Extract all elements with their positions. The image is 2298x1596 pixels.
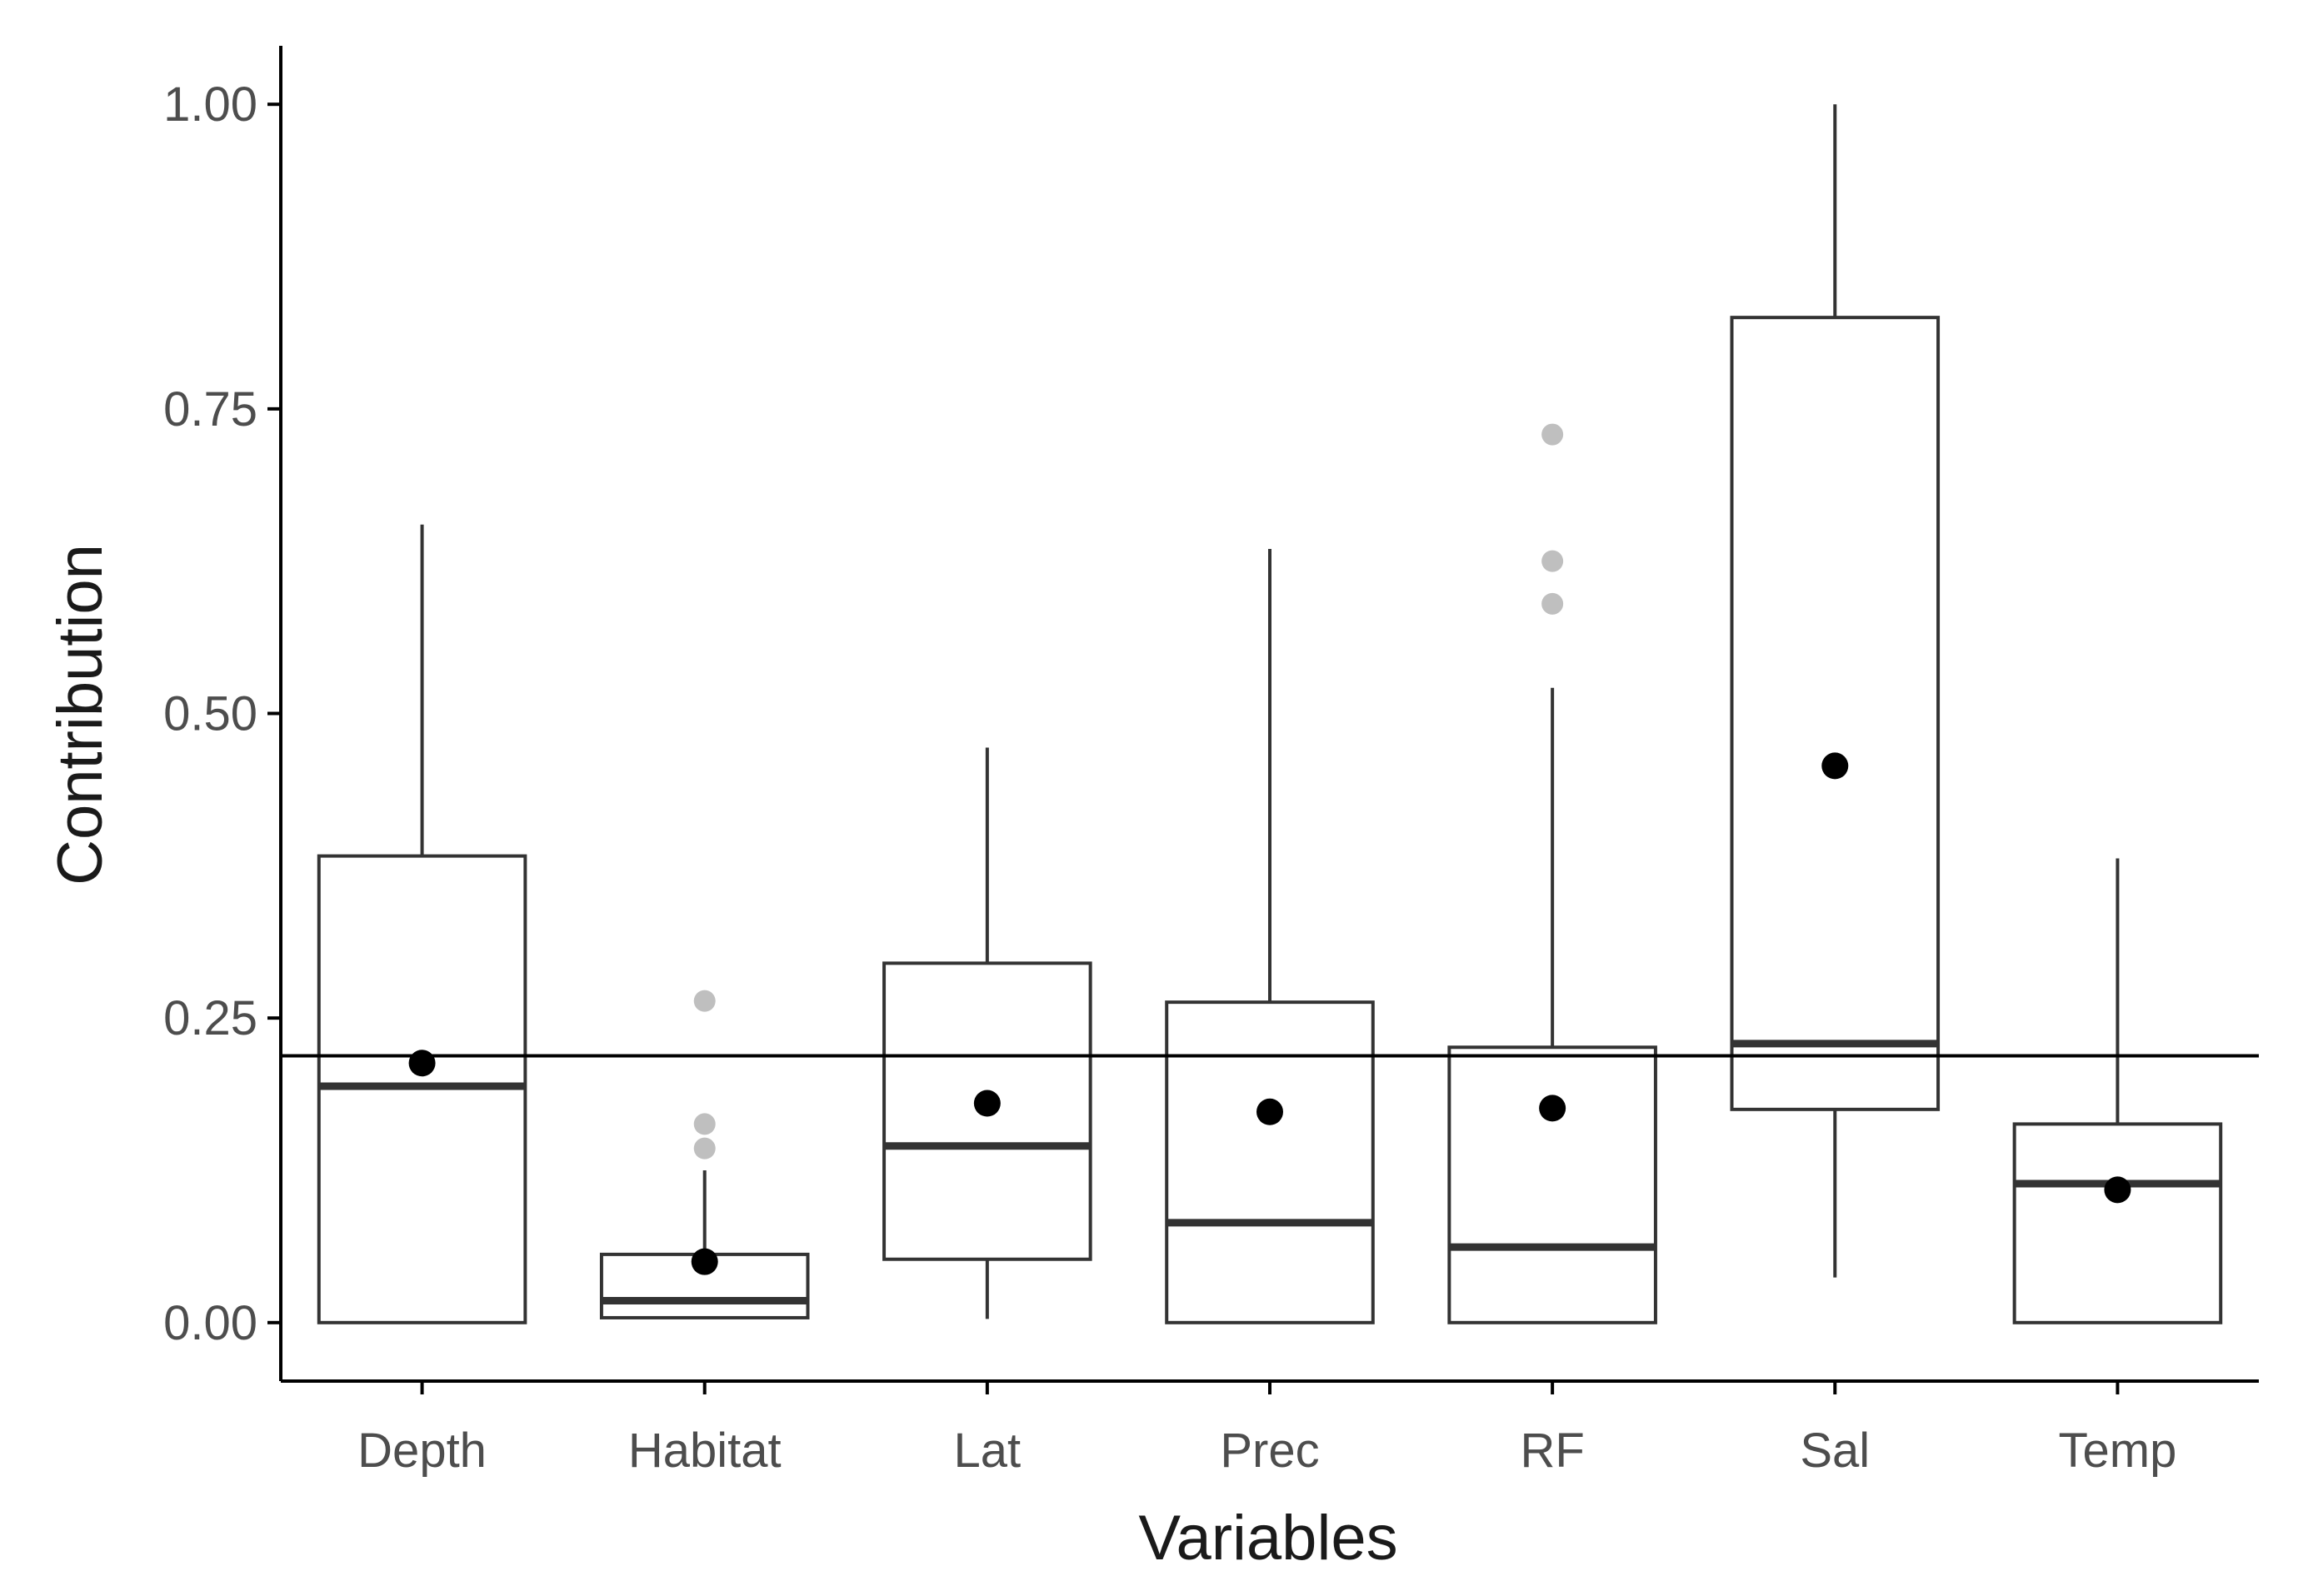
mean-point-rf [1539, 1095, 1566, 1122]
y-axis-title: Contribution [45, 544, 116, 885]
mean-point-depth [408, 1050, 436, 1077]
x-axis: Depth Habitat Lat Prec RF Sal Temp [281, 1379, 2259, 1478]
x-tick-label-lat: Lat [954, 1424, 1022, 1478]
outlier-rf-1 [1541, 423, 1564, 446]
outlier-rf-2 [1541, 550, 1564, 572]
box-prec [1165, 1000, 1375, 1324]
x-tick-label-temp: Temp [2059, 1424, 2177, 1478]
plot-marks [281, 104, 2259, 1324]
outlier-habitat-3 [693, 1137, 716, 1160]
outlier-rf-3 [1541, 592, 1564, 615]
y-tick-label-0: 0.00 [163, 1296, 257, 1350]
mean-point-lat [973, 1090, 1001, 1117]
x-axis-title: Variables [1138, 1503, 1397, 1574]
x-tick-label-prec: Prec [1220, 1424, 1319, 1478]
box-temp [2012, 1122, 2223, 1324]
mean-point-prec [1256, 1098, 1283, 1125]
box-rf [1447, 1045, 1657, 1324]
y-tick-label-4: 1.00 [163, 77, 257, 132]
x-tick-label-habitat: Habitat [628, 1424, 782, 1478]
x-tick-label-depth: Depth [357, 1424, 487, 1478]
mean-point-habitat [691, 1248, 718, 1275]
x-tick-label-sal: Sal [1800, 1424, 1870, 1478]
y-axis: 0.00 0.25 0.50 0.75 1.00 [163, 46, 282, 1381]
outlier-habitat-1 [693, 990, 716, 1012]
mean-point-sal [1821, 752, 1849, 780]
y-tick-label-1: 0.25 [163, 991, 257, 1045]
outlier-habitat-2 [693, 1113, 716, 1135]
mean-point-temp [2104, 1176, 2131, 1204]
x-tick-label-rf: RF [1520, 1424, 1584, 1478]
box-sal [1730, 316, 1941, 1111]
y-tick-label-3: 0.75 [163, 382, 257, 436]
y-tick-label-2: 0.50 [163, 687, 257, 741]
